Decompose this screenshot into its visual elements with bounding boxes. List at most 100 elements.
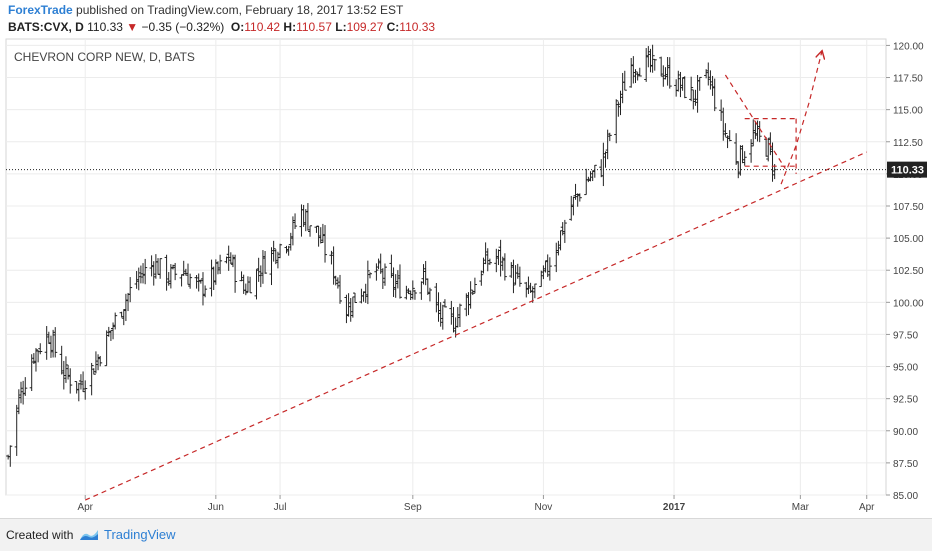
ohlc-bar xyxy=(479,270,484,286)
ohlc-bar xyxy=(723,123,728,137)
y-tick-label: 102.50 xyxy=(893,266,924,277)
ohlc-bar xyxy=(248,276,253,294)
x-tick-label: Jun xyxy=(208,502,224,513)
ohlc-bar xyxy=(353,292,358,303)
x-tick-label: 2017 xyxy=(663,502,686,513)
ohlc-bar xyxy=(271,240,276,262)
created-with-text: Created with xyxy=(6,528,74,542)
ohlc-bar xyxy=(502,253,507,281)
y-tick-label: 87.50 xyxy=(893,459,918,470)
ohlc-bar xyxy=(173,262,178,281)
y-tick-label: 90.00 xyxy=(893,427,918,438)
x-tick-label: Apr xyxy=(859,502,875,513)
ohlc-bar xyxy=(8,445,13,467)
ohlc-bar xyxy=(757,121,762,143)
author-link[interactable]: ForexTrade xyxy=(8,3,73,17)
last-price-label: 110.33 xyxy=(891,165,924,177)
ohlc-bar xyxy=(650,44,655,73)
ohlc-bar xyxy=(667,57,672,89)
close-value: 110.33 xyxy=(399,20,436,34)
ohlc-bar xyxy=(397,264,402,299)
ohlc-bar xyxy=(742,151,747,166)
grid-lines xyxy=(6,39,886,496)
ohlc-bar xyxy=(338,274,343,304)
ohlc-bar xyxy=(607,132,612,142)
y-tick-label: 95.00 xyxy=(893,363,918,374)
x-tick-label: Mar xyxy=(792,502,810,513)
low-label: L: xyxy=(335,20,347,34)
x-tick-label: Jul xyxy=(274,502,287,513)
price-axis[interactable]: 85.00 87.50 90.00 92.50 95.00 97.50 100.00 102.… xyxy=(886,41,924,502)
symbol-label: BATS:CVX, D xyxy=(8,20,84,34)
price-change: −0.35 (−0.32%) xyxy=(141,20,225,34)
ohlc-bar xyxy=(323,225,328,263)
footer-bar: Created with TradingView xyxy=(0,518,932,551)
price-chart[interactable]: 85.00 87.50 90.00 92.50 95.00 97.50 100.00 102.… xyxy=(0,38,932,518)
ohlc-bar xyxy=(308,225,313,237)
high-label: H: xyxy=(283,20,297,34)
last-price-marker: 110.33 xyxy=(887,161,927,178)
y-tick-label: 100.00 xyxy=(893,298,924,309)
ohlc-bar xyxy=(442,299,447,308)
x-tick-label: Nov xyxy=(535,502,553,513)
projection-arrow[interactable] xyxy=(780,52,822,185)
ohlc-bar xyxy=(652,58,657,71)
tradingview-logo-icon[interactable] xyxy=(78,527,100,543)
y-tick-label: 117.50 xyxy=(893,74,923,85)
ohlc-bar xyxy=(374,263,379,281)
ohlc-bar xyxy=(33,348,38,372)
ohlc-bar xyxy=(727,130,732,142)
down-arrow-icon: ▼ xyxy=(126,20,139,34)
ohlc-bar xyxy=(614,99,619,144)
ohlc-bar xyxy=(233,254,238,293)
ohlc-bar xyxy=(263,251,268,274)
ohlc-bar xyxy=(278,243,283,259)
ohlc-bar xyxy=(633,69,638,84)
ohlc-bar xyxy=(91,368,96,375)
ohlc-bar xyxy=(457,303,462,327)
ohlc-bar xyxy=(517,266,522,287)
ohlc-bar xyxy=(89,362,94,396)
drawing-tools[interactable] xyxy=(84,52,867,501)
y-tick-label: 105.00 xyxy=(893,234,924,245)
chart-title: CHEVRON CORP NEW, D, BATS xyxy=(14,50,195,64)
ohlc-bars xyxy=(6,44,777,467)
ohlc-bar xyxy=(468,281,473,309)
ohlc-bar xyxy=(83,380,88,400)
ohlc-bar xyxy=(682,76,687,99)
ohlc-bar xyxy=(637,67,642,77)
low-value: 109.27 xyxy=(346,20,384,34)
ohlc-bar xyxy=(203,285,208,298)
ohlc-bar xyxy=(427,287,432,302)
ohlc-bar xyxy=(472,277,477,294)
ohlc-bar xyxy=(143,258,148,285)
ohlc-bar xyxy=(113,312,118,330)
time-axis[interactable]: Apr Jun Jul Sep Nov 2017 Mar Apr xyxy=(77,495,875,513)
ohlc-bar xyxy=(382,263,387,286)
ohlc-bar xyxy=(218,254,223,275)
ohlc-bar xyxy=(511,259,516,294)
y-tick-label: 85.00 xyxy=(893,491,918,502)
last-price: 110.33 xyxy=(87,20,123,34)
ohlc-bar xyxy=(412,289,417,300)
high-value: 110.57 xyxy=(296,20,332,34)
tradingview-link[interactable]: TradingView xyxy=(104,527,176,542)
ohlc-bar xyxy=(188,273,193,289)
support-trendline[interactable] xyxy=(84,151,867,501)
quote-line: BATS:CVX, D 110.33 ▼ −0.35 (−0.32%) O:11… xyxy=(8,19,435,35)
ohlc-bar xyxy=(712,78,717,112)
y-tick-label: 92.50 xyxy=(893,395,918,406)
published-text: published on TradingView.com, February 1… xyxy=(76,3,404,17)
plot-area[interactable] xyxy=(5,38,887,496)
ohlc-bar xyxy=(410,280,415,300)
ohlc-bar xyxy=(622,70,627,91)
ohlc-bar xyxy=(367,272,372,279)
y-tick-label: 112.50 xyxy=(893,138,923,149)
ohlc-bar xyxy=(128,277,133,303)
y-tick-label: 107.50 xyxy=(893,202,924,213)
triangle-upper[interactable] xyxy=(724,74,786,170)
ohlc-bar xyxy=(697,76,702,91)
x-tick-label: Sep xyxy=(404,502,422,513)
ohlc-bar xyxy=(158,258,163,279)
close-label: C: xyxy=(386,20,400,34)
